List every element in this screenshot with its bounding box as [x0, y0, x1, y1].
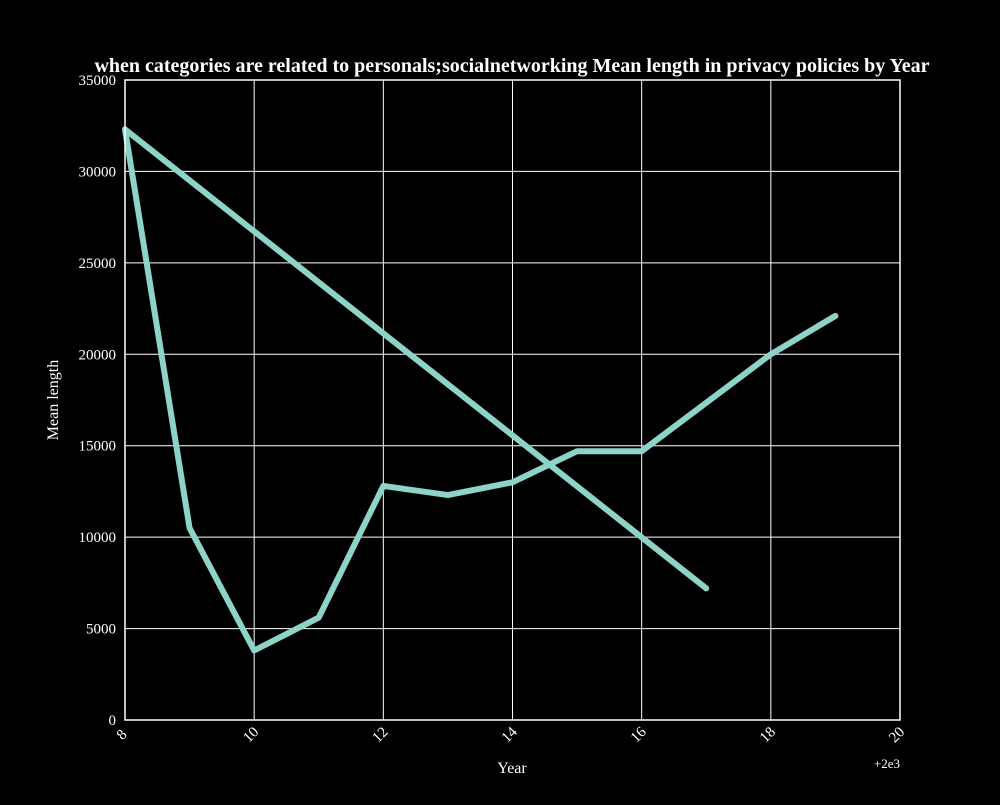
y-tick-label: 25000	[79, 256, 117, 272]
x-tick-label: 18	[757, 724, 779, 746]
x-tick-label: 12	[370, 724, 392, 746]
y-axis-ticks: 0 5000 10000 15000 20000 25000 30000 35000	[79, 73, 117, 729]
x-tick-label: 16	[628, 724, 650, 746]
y-tick-label: 5000	[86, 622, 116, 638]
series-layer	[122, 126, 839, 654]
y-tick-label: 15000	[79, 439, 117, 455]
x-axis-offset-label: +2e3	[874, 756, 900, 771]
series-line-2	[122, 126, 710, 592]
y-tick-label: 35000	[79, 73, 117, 89]
series-line-1	[122, 126, 839, 654]
y-tick-label: 10000	[79, 530, 117, 546]
grid	[124, 79, 901, 721]
y-tick-label: 20000	[79, 347, 117, 363]
plot-frame	[124, 79, 901, 721]
x-tick-label: 20	[886, 724, 908, 746]
x-tick-label: 10	[240, 724, 262, 746]
chart-title: when categories are related to personals…	[94, 55, 929, 77]
x-tick-label: 8	[114, 727, 131, 744]
y-axis-label: Mean length	[45, 360, 62, 440]
x-axis-label: Year	[497, 760, 527, 777]
x-axis-ticks: 8 10 12 14 16 18 20	[114, 724, 908, 746]
y-tick-label: 0	[109, 713, 117, 729]
x-tick-label: 14	[499, 724, 521, 746]
y-tick-label: 30000	[79, 164, 117, 180]
